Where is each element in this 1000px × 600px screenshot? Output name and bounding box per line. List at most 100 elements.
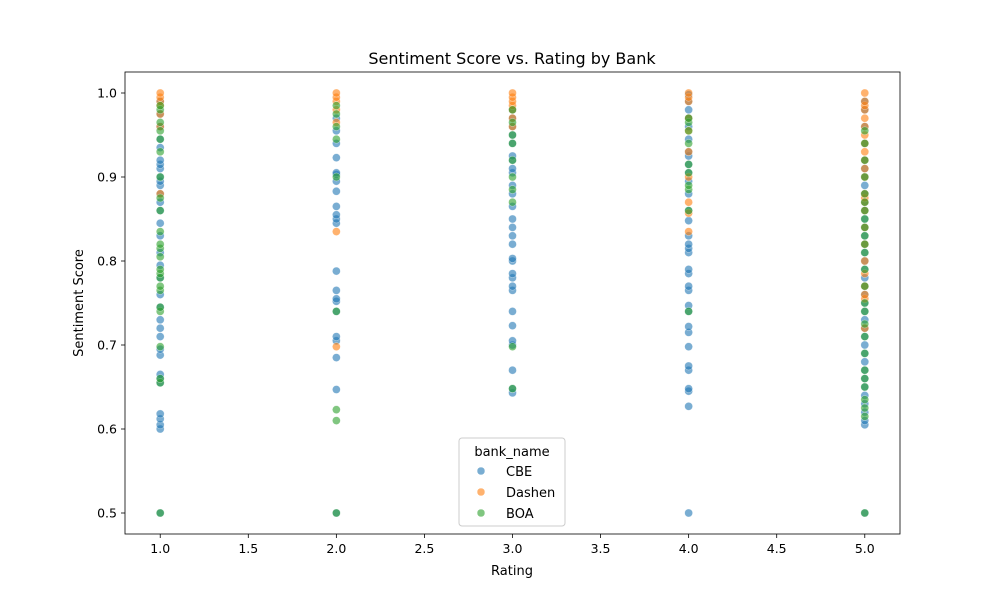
data-point-cbe — [508, 365, 517, 375]
x-tick-label: 4.0 — [679, 541, 699, 556]
legend-label-cbe: CBE — [506, 465, 532, 480]
data-point-boa — [860, 223, 870, 232]
data-point-boa — [860, 349, 870, 358]
y-tick-label: 0.6 — [97, 422, 117, 437]
data-point-cbe — [155, 218, 165, 228]
x-tick-label: 3.5 — [591, 541, 611, 556]
data-point-boa — [155, 374, 165, 383]
data-point-cbe — [332, 202, 341, 211]
data-point-boa — [860, 281, 870, 291]
data-point-boa — [155, 265, 165, 274]
data-point-boa — [860, 206, 870, 215]
data-point-boa — [332, 405, 341, 414]
data-point-cbe — [508, 269, 517, 278]
data-point-cbe — [684, 402, 693, 411]
data-point-boa — [860, 374, 870, 383]
y-tick-label: 0.8 — [97, 254, 117, 269]
data-point-cbe — [684, 216, 693, 225]
data-point-dashen — [684, 88, 693, 98]
data-point-boa — [332, 109, 341, 119]
x-tick-label: 4.5 — [767, 541, 787, 556]
data-point-boa — [155, 302, 165, 312]
data-point-boa — [332, 101, 341, 110]
data-point-cbe — [332, 332, 341, 341]
data-point-cbe — [155, 315, 165, 325]
legend-marker-boa — [476, 508, 486, 518]
data-point-boa — [155, 118, 165, 127]
data-point-boa — [684, 113, 693, 123]
data-point-cbe — [155, 332, 165, 341]
data-point-dashen — [860, 88, 870, 98]
data-point-cbe — [684, 342, 693, 351]
data-point-dashen — [508, 88, 517, 98]
data-point-dashen — [684, 147, 693, 157]
x-tick-label: 1.0 — [150, 541, 170, 556]
chart-title: Sentiment Score vs. Rating by Bank — [368, 49, 656, 68]
data-point-cbe — [684, 508, 693, 518]
legend-label-dashen: Dashen — [506, 486, 555, 501]
x-tick-label: 2.5 — [414, 541, 434, 556]
data-point-cbe — [332, 153, 341, 162]
data-point-boa — [860, 139, 870, 148]
data-point-boa — [684, 307, 693, 316]
data-points — [155, 88, 870, 518]
x-tick-label: 2.0 — [326, 541, 346, 556]
data-point-dashen — [332, 227, 341, 236]
data-point-cbe — [860, 340, 870, 350]
data-point-boa — [508, 342, 517, 351]
data-point-cbe — [508, 223, 517, 232]
data-point-boa — [155, 252, 165, 262]
x-tick-label: 1.5 — [238, 541, 258, 556]
data-point-cbe — [332, 353, 341, 362]
data-point-dashen — [860, 290, 870, 299]
data-point-cbe — [155, 409, 165, 419]
data-point-dashen — [332, 88, 341, 98]
data-point-boa — [332, 416, 341, 425]
data-point-boa — [860, 395, 870, 404]
legend-marker-cbe — [476, 466, 486, 476]
data-point-boa — [860, 332, 870, 341]
data-point-boa — [860, 307, 870, 316]
data-point-boa — [860, 172, 870, 182]
data-point-dashen — [860, 97, 870, 106]
data-point-boa — [155, 206, 165, 215]
legend-marker-dashen — [476, 487, 486, 497]
data-point-boa — [508, 185, 517, 194]
data-point-boa — [860, 508, 870, 518]
data-point-boa — [332, 307, 341, 316]
y-tick-label: 0.5 — [97, 506, 117, 521]
legend-title: bank_name — [474, 445, 549, 460]
data-point-cbe — [508, 321, 517, 330]
data-point-boa — [155, 342, 165, 351]
data-point-cbe — [508, 281, 517, 291]
data-point-cbe — [684, 281, 693, 291]
data-point-boa — [860, 298, 870, 308]
legend-label-boa: BOA — [506, 507, 534, 522]
data-point-dashen — [155, 88, 165, 98]
data-point-boa — [155, 281, 165, 291]
data-point-cbe — [860, 357, 870, 367]
data-point-boa — [508, 155, 517, 165]
data-point-cbe — [332, 294, 341, 304]
data-point-cbe — [684, 239, 693, 249]
data-point-cbe — [508, 214, 517, 224]
data-point-boa — [860, 126, 870, 136]
data-point-cbe — [860, 181, 870, 190]
data-point-cbe — [332, 210, 341, 220]
data-point-cbe — [155, 323, 165, 333]
data-point-cbe — [684, 265, 693, 274]
data-point-dashen — [684, 197, 693, 207]
data-point-boa — [155, 193, 165, 203]
data-point-boa — [508, 118, 517, 127]
data-point-cbe — [332, 187, 341, 196]
data-point-boa — [332, 134, 341, 144]
y-axis-ticks: 0.5 0.6 0.7 0.8 0.9 1.0 — [97, 86, 125, 521]
data-point-boa — [332, 122, 341, 131]
data-point-cbe — [508, 239, 517, 249]
data-point-boa — [508, 384, 517, 393]
data-point-boa — [684, 139, 693, 148]
data-point-boa — [860, 231, 870, 241]
x-tick-label: 5.0 — [855, 541, 875, 556]
data-point-boa — [155, 172, 165, 182]
